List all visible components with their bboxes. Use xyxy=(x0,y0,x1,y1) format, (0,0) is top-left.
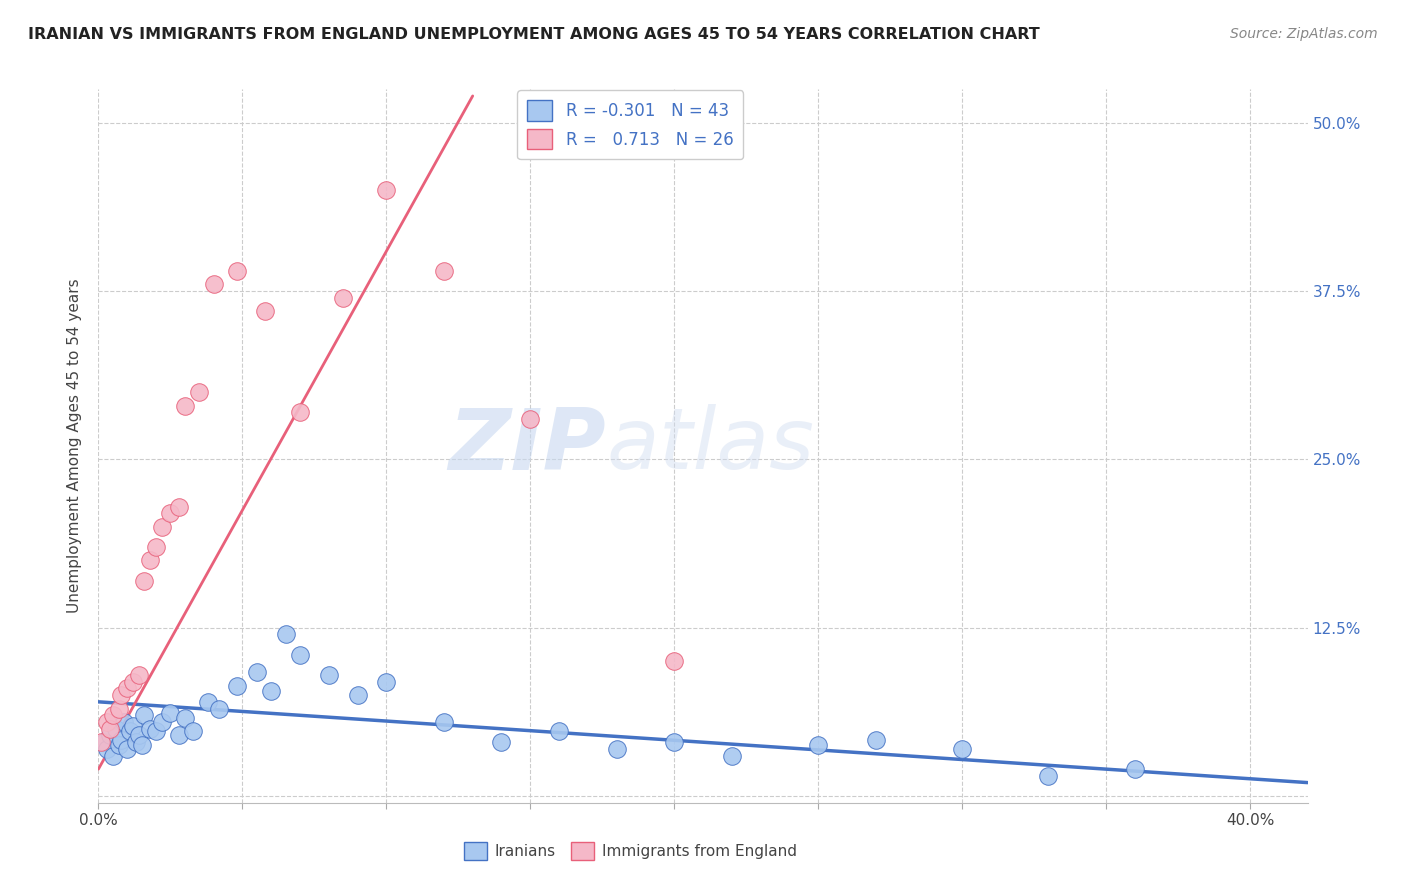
Point xyxy=(98,729,121,743)
Point xyxy=(93,735,115,749)
Point xyxy=(167,729,190,743)
Point xyxy=(122,674,145,689)
Point xyxy=(225,264,247,278)
Point xyxy=(346,688,368,702)
Point xyxy=(110,732,132,747)
Point xyxy=(107,701,129,715)
Point xyxy=(375,183,398,197)
Point xyxy=(139,722,162,736)
Point xyxy=(145,724,167,739)
Point xyxy=(96,742,118,756)
Point xyxy=(101,708,124,723)
Point xyxy=(202,277,225,292)
Point xyxy=(865,732,887,747)
Point xyxy=(110,688,132,702)
Point xyxy=(548,724,571,739)
Text: ZIP: ZIP xyxy=(449,404,606,488)
Y-axis label: Unemployment Among Ages 45 to 54 years: Unemployment Among Ages 45 to 54 years xyxy=(67,278,83,614)
Point xyxy=(664,735,686,749)
Point xyxy=(104,722,127,736)
Point xyxy=(1038,769,1060,783)
Point xyxy=(150,714,173,729)
Text: IRANIAN VS IMMIGRANTS FROM ENGLAND UNEMPLOYMENT AMONG AGES 45 TO 54 YEARS CORREL: IRANIAN VS IMMIGRANTS FROM ENGLAND UNEMP… xyxy=(28,27,1040,42)
Point xyxy=(288,648,311,662)
Point xyxy=(225,679,247,693)
Point xyxy=(720,748,742,763)
Point xyxy=(188,385,211,400)
Point xyxy=(98,722,121,736)
Point xyxy=(274,627,297,641)
Point xyxy=(120,724,142,739)
Point xyxy=(101,748,124,763)
Point xyxy=(115,742,138,756)
Point xyxy=(375,674,398,689)
Point xyxy=(664,655,686,669)
Point xyxy=(950,742,973,756)
Point xyxy=(807,738,830,752)
Point xyxy=(159,506,181,520)
Point xyxy=(288,405,311,419)
Point xyxy=(134,574,156,588)
Point xyxy=(128,668,150,682)
Point xyxy=(139,553,162,567)
Point xyxy=(115,681,138,696)
Point xyxy=(208,701,231,715)
Point xyxy=(173,711,195,725)
Point xyxy=(260,684,283,698)
Point xyxy=(433,264,456,278)
Text: atlas: atlas xyxy=(606,404,814,488)
Point xyxy=(491,735,513,749)
Point xyxy=(197,695,219,709)
Point xyxy=(107,738,129,752)
Point xyxy=(112,714,135,729)
Point xyxy=(519,412,541,426)
Point xyxy=(1123,762,1146,776)
Text: Source: ZipAtlas.com: Source: ZipAtlas.com xyxy=(1230,27,1378,41)
Point xyxy=(246,665,269,680)
Point xyxy=(332,291,354,305)
Point xyxy=(433,714,456,729)
Point xyxy=(128,729,150,743)
Point xyxy=(90,735,112,749)
Point xyxy=(150,520,173,534)
Point xyxy=(125,735,148,749)
Point xyxy=(254,304,277,318)
Point xyxy=(131,738,153,752)
Point xyxy=(96,714,118,729)
Point xyxy=(145,540,167,554)
Point xyxy=(167,500,190,514)
Point xyxy=(173,399,195,413)
Point xyxy=(183,724,205,739)
Point xyxy=(318,668,340,682)
Legend: Iranians, Immigrants from England: Iranians, Immigrants from England xyxy=(458,836,803,866)
Point xyxy=(122,719,145,733)
Point xyxy=(134,708,156,723)
Point xyxy=(159,706,181,720)
Point xyxy=(606,742,628,756)
